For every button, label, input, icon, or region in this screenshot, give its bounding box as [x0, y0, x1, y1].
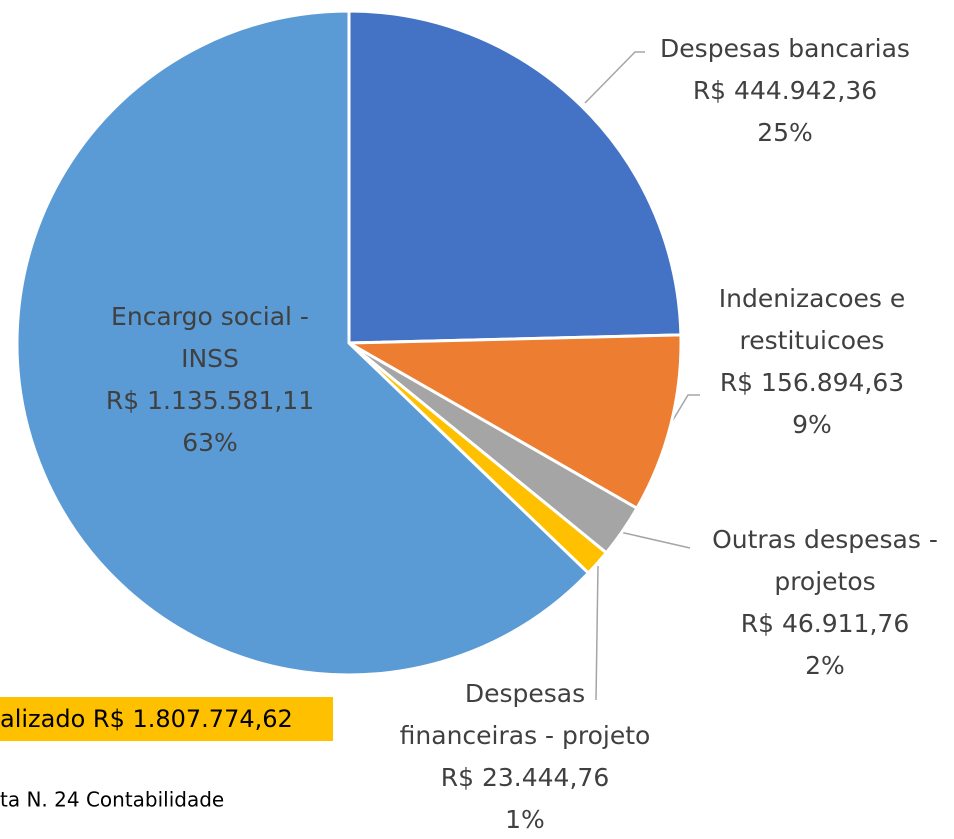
- slice-category-label: Encargo social -INSS: [111, 302, 309, 373]
- slice-value-label: R$ 444.942,36: [693, 76, 877, 105]
- leader-line: [619, 531, 691, 549]
- pie-slice: [15, 9, 591, 677]
- slice-percent-label: 63%: [182, 428, 238, 457]
- slice-category-label: Despesas bancarias: [660, 34, 910, 63]
- slice-percent-label: 2%: [805, 651, 845, 680]
- slice-value-label: R$ 156.894,63: [720, 368, 904, 397]
- leader-line: [595, 565, 599, 701]
- pie-slice: [347, 9, 683, 345]
- slice-percent-label: 25%: [757, 118, 813, 147]
- slice-category-label: Despesas financeiras - projeto: [400, 679, 651, 750]
- total-box: [0, 697, 333, 741]
- source-note: ta N. 24 Contabilidade: [0, 788, 224, 812]
- total-annotation: alizado R$ 1.807.774,62: [0, 705, 293, 733]
- slice-percent-label: 9%: [792, 410, 832, 439]
- slice-category-label: Indenizacoes e restituicoes: [719, 284, 905, 355]
- pie-slice: [343, 333, 683, 511]
- slice-percent-label: 1%: [505, 805, 545, 834]
- slice-value-label: R$ 23.444,76: [441, 763, 609, 792]
- slice-category-label: Outras despesas -projetos: [712, 525, 938, 596]
- leader-line: [669, 394, 700, 426]
- leader-line: [584, 51, 645, 104]
- slice-value-label: R$ 1.135.581,11: [106, 386, 314, 415]
- slice-value-label: R$ 46.911,76: [741, 609, 909, 638]
